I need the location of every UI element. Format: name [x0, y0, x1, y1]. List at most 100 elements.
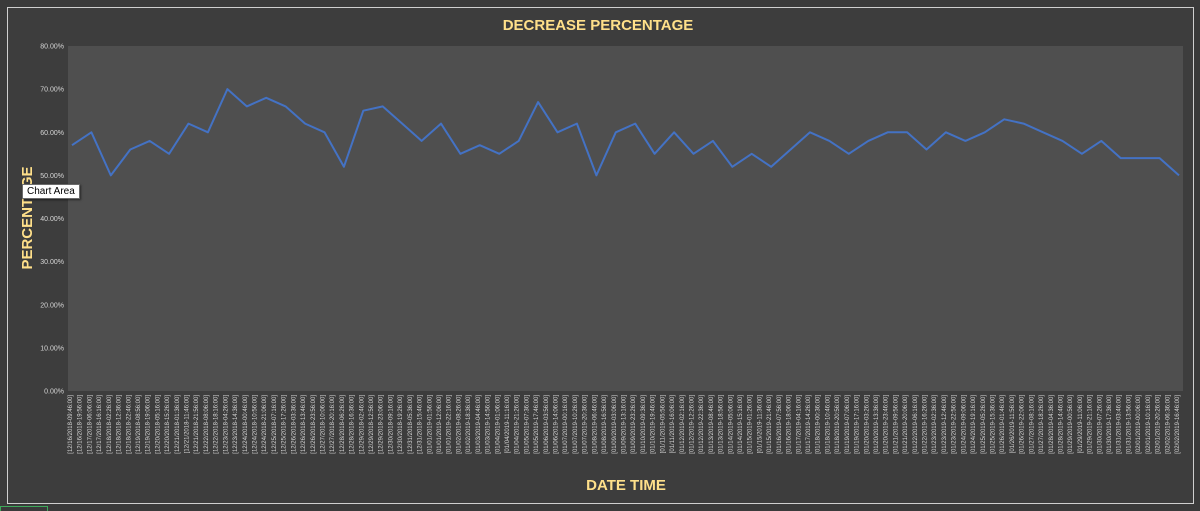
x-tick-label: [12/31/2018-05:36:00] — [408, 395, 414, 454]
x-tick-label: [01/18/2019-10:46:00] — [825, 395, 831, 454]
x-tick-label: [01/23/2019-22:56:00] — [952, 395, 958, 454]
x-tick-label: [01/01/2019-01:56:00] — [427, 395, 433, 454]
x-tick-label: [12/24/2018-21:06:00] — [262, 395, 268, 454]
x-tick-label: [01/13/2019-18:56:00] — [719, 395, 725, 454]
x-tick-label: [01/30/2019-17:36:00] — [1107, 395, 1113, 454]
x-tick-label: [12/27/2018-10:06:00] — [321, 395, 327, 454]
x-tick-label: [12/30/2018-09:16:00] — [388, 395, 394, 454]
x-tick-label: [01/12/2019-02:16:00] — [680, 395, 686, 454]
x-tick-label: [01/04/2019-21:26:00] — [515, 395, 521, 454]
x-tick-label: [02/01/2019-10:16:00] — [1146, 395, 1152, 454]
x-tick-label: [12/19/2018-19:06:00] — [146, 395, 152, 454]
x-tick-label: [01/29/2019-00:56:00] — [1068, 395, 1074, 454]
x-tick-label: [02/02/2019-16:46:00] — [1175, 395, 1181, 454]
x-tick-label: [12/25/2018-07:16:00] — [272, 395, 278, 454]
x-tick-label: [01/20/2019-23:46:00] — [884, 395, 890, 454]
x-tick-label: [12/28/2018-06:26:00] — [340, 395, 346, 454]
x-tick-label: [01/31/2019-13:56:00] — [1126, 395, 1132, 454]
x-tick-label: [12/30/2018-19:26:00] — [398, 395, 404, 454]
x-tick-label: [01/01/2019-12:06:00] — [437, 395, 443, 454]
x-tick-label: [01/15/2019-11:36:00] — [757, 395, 763, 454]
y-axis-title: PERCENTAGE — [19, 166, 36, 269]
x-tick-label: [01/02/2019-08:26:00] — [456, 395, 462, 454]
x-tick-label: [01/11/2019-05:56:00] — [660, 395, 666, 454]
y-tick-label: 40.00% — [40, 216, 64, 223]
y-tick-label: 50.00% — [40, 173, 64, 180]
x-tick-label: [01/11/2019-16:06:00] — [670, 395, 676, 454]
x-tick-label: [12/20/2018-15:26:00] — [165, 395, 171, 454]
plot-area[interactable] — [68, 46, 1183, 391]
x-tick-label: [12/19/2018-08:56:00] — [136, 395, 142, 454]
x-tick-label: [01/08/2019-16:56:00] — [602, 395, 608, 454]
x-tick-label: [12/22/2018-18:16:00] — [214, 395, 220, 454]
x-tick-label: [01/20/2019-13:36:00] — [874, 395, 880, 454]
x-tick-label: [12/18/2018-12:36:00] — [117, 395, 123, 454]
x-tick-label: [12/29/2018-02:46:00] — [359, 395, 365, 454]
x-tick-label: [01/10/2019-09:36:00] — [641, 395, 647, 454]
x-tick-label: [01/19/2019-07:06:00] — [845, 395, 851, 454]
x-tick-label: [01/27/2019-18:26:00] — [1039, 395, 1045, 454]
cell-selection-indicator — [0, 506, 48, 511]
x-tick-label: [01/16/2019-07:56:00] — [777, 395, 783, 454]
x-tick-label: [12/26/2018-03:36:00] — [291, 395, 297, 454]
x-tick-label: [12/29/2018-12:56:00] — [369, 395, 375, 454]
x-tick-label: [12/22/2018-08:06:00] — [204, 395, 210, 454]
x-tick-label: [01/26/2019-01:46:00] — [1000, 395, 1006, 454]
x-tick-label: [01/13/2019-08:46:00] — [709, 395, 715, 454]
x-tick-label: [12/21/2018-21:56:00] — [194, 395, 200, 454]
x-tick-label: [12/25/2018-17:26:00] — [282, 395, 288, 454]
x-tick-label: [12/16/2018-19:56:00] — [78, 395, 84, 454]
x-tick-label: [01/21/2019-09:56:00] — [893, 395, 899, 454]
x-tick-label: [01/07/2019-20:36:00] — [583, 395, 589, 454]
x-tick-label: [01/20/2019-03:26:00] — [864, 395, 870, 454]
x-tick-label: [01/24/2019-09:06:00] — [961, 395, 967, 454]
x-tick-label: [01/17/2019-14:26:00] — [806, 395, 812, 454]
x-tick-label: [01/06/2019-14:06:00] — [554, 395, 560, 454]
x-tick-label: [12/27/2018-20:16:00] — [330, 395, 336, 454]
x-tick-label: [01/06/2019-03:56:00] — [544, 395, 550, 454]
y-tick-label: 0.00% — [44, 389, 64, 396]
x-tick-label: [01/26/2019-11:56:00] — [1010, 395, 1016, 454]
x-tick-label: [12/23/2018-04:26:00] — [223, 395, 229, 454]
x-tick-label: [01/24/2019-19:16:00] — [971, 395, 977, 454]
x-tick-label: [01/14/2019-05:06:00] — [728, 395, 734, 454]
x-tick-label: [01/08/2019-06:46:00] — [592, 395, 598, 454]
x-tick-label: [12/29/2018-23:06:00] — [379, 395, 385, 454]
x-tick-label: [01/21/2019-20:06:00] — [903, 395, 909, 454]
series-line[interactable] — [71, 88, 1180, 177]
x-tick-label: [02/02/2019-06:36:00] — [1165, 395, 1171, 454]
y-tick-label: 30.00% — [40, 259, 64, 266]
x-tick-label: [01/29/2019-21:16:00] — [1088, 395, 1094, 454]
x-tick-label: [01/27/2019-08:16:00] — [1029, 395, 1035, 454]
x-tick-label: [01/15/2019-21:46:00] — [767, 395, 773, 454]
y-tick-label: 20.00% — [40, 302, 64, 309]
x-tick-label: [01/23/2019-02:36:00] — [932, 395, 938, 454]
x-tick-labels: [12/16/2018-09:46:00] [12/16/2018-19:56:0… — [68, 395, 1181, 454]
x-tick-label: [12/23/2018-14:36:00] — [233, 395, 239, 454]
x-tick-label: [02/01/2019-00:06:00] — [1136, 395, 1142, 454]
x-tick-label: [01/03/2019-14:56:00] — [486, 395, 492, 454]
x-tick-label: [01/30/2019-07:26:00] — [1097, 395, 1103, 454]
chart-area-tooltip: Chart Area — [22, 184, 80, 199]
chart-title: DECREASE PERCENTAGE — [503, 17, 694, 34]
x-tick-label: [01/14/2019-15:16:00] — [738, 395, 744, 454]
x-tick-label: [02/01/2019-20:26:00] — [1156, 395, 1162, 454]
y-tick-label: 10.00% — [40, 345, 64, 352]
x-tick-label: [01/09/2019-23:26:00] — [631, 395, 637, 454]
x-tick-label: [01/05/2019-17:46:00] — [534, 395, 540, 454]
x-tick-label: [12/20/2018-05:16:00] — [155, 395, 161, 454]
x-tick-label: [01/10/2019-19:46:00] — [651, 395, 657, 454]
x-tick-label: [12/24/2018-10:56:00] — [253, 395, 259, 454]
x-tick-label: [12/21/2018-11:46:00] — [185, 395, 191, 454]
x-tick-label: [01/19/2019-17:16:00] — [855, 395, 861, 454]
x-tick-label: [12/17/2018-06:06:00] — [87, 395, 93, 454]
x-tick-label: [01/28/2019-14:46:00] — [1059, 395, 1065, 454]
x-tick-label: [01/04/2019-01:06:00] — [495, 395, 501, 454]
x-tick-label: [01/04/2019-11:16:00] — [505, 395, 511, 454]
x-tick-label: [01/07/2019-00:16:00] — [563, 395, 569, 454]
x-tick-label: [01/15/2019-01:26:00] — [748, 395, 754, 454]
x-tick-label: [01/18/2019-00:36:00] — [816, 395, 822, 454]
x-tick-label: [01/25/2019-15:36:00] — [991, 395, 997, 454]
x-tick-label: [01/16/2019-18:06:00] — [787, 395, 793, 454]
